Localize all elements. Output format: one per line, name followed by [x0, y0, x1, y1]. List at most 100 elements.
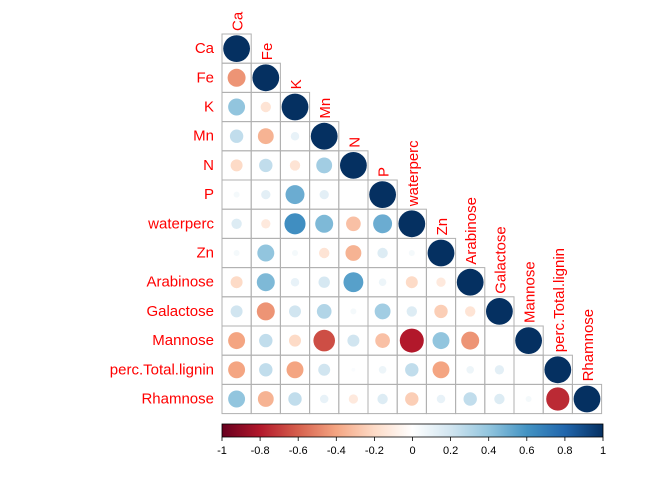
corr-circle-perc.Total.lignin-N — [351, 367, 356, 372]
corr-circle-N-N — [340, 152, 367, 179]
corr-circle-Mn-Mn — [310, 122, 338, 150]
corr-circle-Zn-Fe — [257, 244, 275, 262]
legend-tick-label: 0.8 — [557, 445, 572, 457]
corr-circle-Mannose-P — [375, 333, 390, 348]
row-label: Galactose — [146, 303, 214, 320]
row-label: P — [204, 186, 214, 203]
corr-circle-Arabinose-K — [290, 277, 300, 287]
corr-circle-P-K — [285, 185, 305, 205]
corr-circle-N-Fe — [259, 158, 273, 173]
corr-circle-Galactose-P — [374, 303, 391, 320]
column-label: Mn — [317, 98, 334, 119]
corr-circle-perc.Total.lignin-perc.Total.lignin — [544, 356, 572, 384]
corr-circle-Rhamnose-Rhamnose — [573, 385, 601, 413]
corr-circle-Rhamnose-Arabinose — [463, 392, 477, 406]
corr-circle-P-Ca — [233, 191, 240, 198]
corr-circle-N-K — [289, 160, 301, 171]
corr-circle-Rhamnose-Mannose — [525, 396, 532, 402]
legend-tick-label: -1 — [217, 445, 227, 457]
column-label: Arabinose — [463, 197, 480, 265]
matrix-grid — [221, 33, 603, 415]
corr-circle-Galactose-N — [350, 308, 357, 315]
corr-circle-Rhamnose-N — [348, 394, 359, 404]
corr-circle-Rhamnose-Fe — [257, 391, 274, 407]
row-label: Rhamnose — [141, 391, 214, 408]
corr-circle-Zn-Ca — [233, 250, 240, 256]
row-label: Fe — [196, 69, 214, 86]
corr-circle-P-Mn — [319, 189, 329, 200]
corr-circle-Mannose-N — [347, 334, 360, 347]
corr-circle-Galactose-Fe — [256, 302, 275, 321]
legend-tick-label: 0.2 — [443, 445, 458, 457]
corr-circle-Rhamnose-K — [288, 392, 302, 406]
grid-cell — [513, 354, 544, 385]
corr-circle-Arabinose-waterperc — [405, 276, 418, 289]
corr-circle-Arabinose-Ca — [230, 276, 243, 289]
legend-tick-label: -0.4 — [327, 445, 346, 457]
corr-circle-Mannose-Mn — [313, 329, 336, 352]
corr-circle-perc.Total.lignin-Zn — [432, 361, 450, 379]
corr-circle-Zn-N — [345, 245, 362, 261]
corr-circle-K-Ca — [228, 98, 246, 116]
corr-circle-Ca-Ca — [223, 35, 251, 62]
corr-circle-perc.Total.lignin-waterperc — [405, 363, 419, 377]
corr-circle-Arabinose-N — [343, 272, 364, 293]
corr-circle-Mannose-Ca — [228, 332, 246, 350]
corr-circle-Galactose-Zn — [434, 304, 448, 319]
legend-tick-label: -0.8 — [251, 445, 270, 457]
column-label: Fe — [259, 43, 276, 61]
column-label: N — [346, 137, 363, 148]
corr-circle-perc.Total.lignin-Arabinose — [466, 366, 474, 374]
row-label: waterperc — [147, 215, 214, 232]
column-label: Mannose — [522, 261, 539, 323]
color-bar — [221, 423, 604, 438]
corr-circle-perc.Total.lignin-Galactose — [494, 365, 505, 375]
row-label: Mn — [193, 128, 214, 145]
row-label: Zn — [196, 245, 214, 262]
color-legend: -1 -0.8 -0.6 -0.4 -0.2 0 0.2 0.4 0.6 0.8 1 — [217, 423, 606, 457]
corr-circle-Mannose-Mannose — [515, 327, 542, 354]
corr-circle-Arabinose-Arabinose — [456, 268, 484, 296]
column-label: Ca — [230, 11, 247, 31]
corr-circle-Zn-K — [292, 250, 298, 256]
corr-circle-Arabinose-Mn — [318, 276, 330, 288]
row-label: Mannose — [152, 332, 214, 349]
row-label: Ca — [195, 40, 215, 57]
corr-circle-Mannose-waterperc — [399, 328, 424, 353]
corr-circle-Galactose-K — [289, 305, 301, 318]
corr-circle-Mannose-Arabinose — [461, 331, 480, 350]
corr-circle-K-K — [281, 93, 309, 121]
column-label: P — [376, 167, 393, 177]
corr-circle-perc.Total.lignin-P — [378, 366, 387, 374]
correlation-marks — [223, 35, 601, 413]
corr-circle-Mn-Fe — [257, 128, 274, 145]
corr-circle-Zn-Zn — [427, 239, 455, 267]
corr-circle-Rhamnose-Zn — [436, 394, 446, 404]
row-label: K — [204, 99, 214, 116]
corr-circle-Arabinose-Fe — [256, 273, 275, 292]
corr-circle-Galactose-Arabinose — [465, 306, 476, 317]
corr-circle-N-Ca — [230, 159, 243, 172]
corr-circle-Mannose-Fe — [259, 333, 273, 348]
corr-circle-Rhamnose-waterperc — [405, 392, 419, 406]
corr-circle-Zn-waterperc — [408, 250, 415, 256]
corr-circle-waterperc-K — [284, 213, 306, 235]
corr-circle-Fe-Fe — [252, 64, 280, 92]
grid-cell — [338, 179, 369, 210]
column-label: perc.Total.lignin — [551, 248, 568, 352]
corr-circle-Arabinose-Zn — [436, 277, 446, 287]
row-label: N — [203, 157, 214, 174]
corr-circle-Rhamnose-P — [377, 393, 388, 405]
corr-circle-Galactose-Galactose — [486, 298, 513, 325]
corr-circle-Mannose-K — [289, 334, 301, 347]
corr-circle-Mannose-Zn — [432, 332, 450, 350]
corr-circle-perc.Total.lignin-K — [286, 361, 304, 379]
corr-circle-Rhamnose-Mn — [319, 394, 329, 404]
corr-circle-Fe-Ca — [227, 68, 246, 87]
corr-circle-perc.Total.lignin-Mn — [318, 363, 331, 376]
corr-circle-P-Fe — [261, 189, 271, 200]
corr-circle-waterperc-Mn — [315, 214, 334, 233]
corr-circle-Zn-Mn — [319, 247, 330, 259]
corr-circle-Galactose-Ca — [230, 305, 243, 318]
